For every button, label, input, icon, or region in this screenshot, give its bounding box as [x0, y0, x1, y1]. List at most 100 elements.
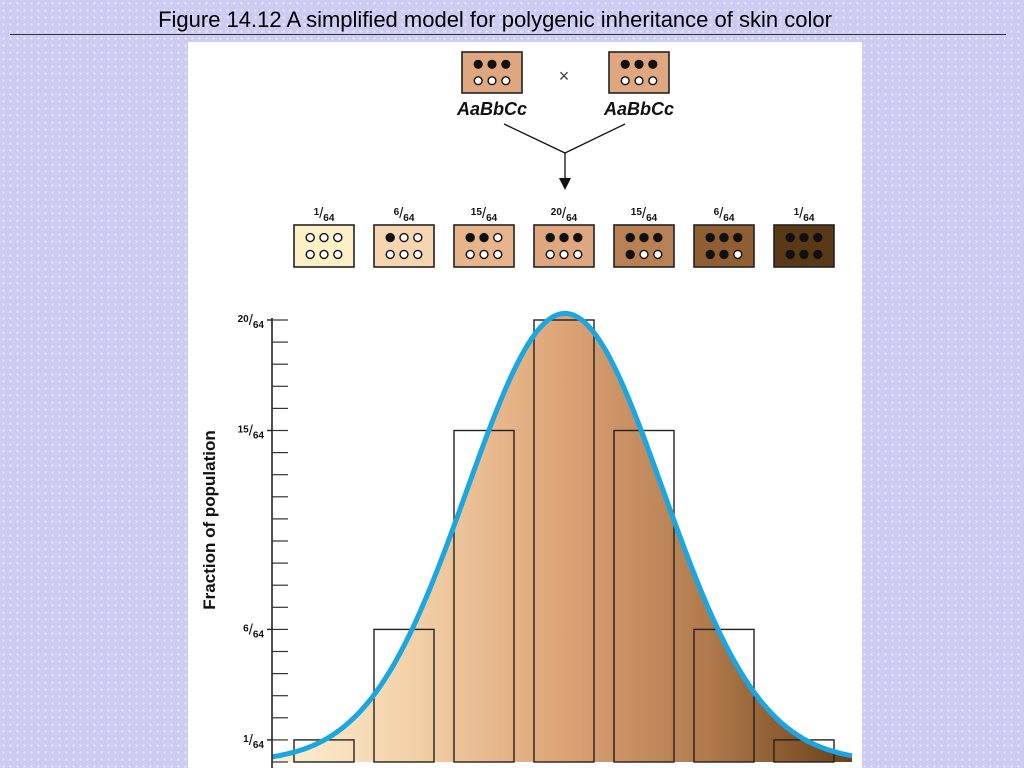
cross-lines	[503, 123, 626, 190]
dominant-allele-dot	[545, 232, 555, 243]
offspring-phenotype-box	[533, 224, 595, 268]
offspring-phenotype-box	[293, 224, 355, 268]
recessive-allele-dot	[653, 249, 663, 260]
y-tick-label: 6/64	[243, 621, 264, 640]
dominant-allele-dot	[813, 232, 823, 243]
dominant-allele-dot	[719, 249, 729, 260]
dominant-allele-dot	[799, 232, 809, 243]
recessive-allele-dot	[479, 249, 489, 260]
dominant-allele-dot	[634, 59, 644, 69]
recessive-allele-dot	[305, 249, 315, 260]
recessive-allele-dot	[639, 249, 649, 260]
dominant-allele-dot	[648, 59, 658, 69]
phenotype-swatch	[453, 224, 515, 268]
offspring-fraction-label: 20/64	[551, 205, 578, 224]
dominant-allele-dot	[487, 59, 497, 69]
recessive-allele-dot	[465, 249, 475, 260]
offspring-fraction-label: 6/64	[714, 205, 735, 224]
recessive-allele-dot	[648, 76, 658, 86]
offspring-fraction-label: 15/64	[471, 205, 498, 224]
y-tick-label: 1/64	[243, 732, 264, 751]
recessive-allele-dot	[493, 249, 503, 260]
dominant-allele-dot	[719, 232, 729, 243]
recessive-allele-dot	[319, 232, 329, 243]
slide-title: Figure 14.12 A simplified model for poly…	[158, 7, 832, 32]
recessive-allele-dot	[305, 232, 315, 243]
recessive-allele-dot	[413, 249, 423, 260]
dominant-allele-dot	[705, 249, 715, 260]
dominant-allele-dot	[473, 59, 483, 69]
offspring-fraction-label: 1/64	[794, 205, 815, 224]
dominant-allele-dot	[573, 232, 583, 243]
offspring-fraction-label: 1/64	[314, 205, 335, 224]
dominant-allele-dot	[785, 232, 795, 243]
dominant-allele-dot	[705, 232, 715, 243]
dominant-allele-dot	[559, 232, 569, 243]
recessive-allele-dot	[620, 76, 630, 86]
recessive-allele-dot	[399, 232, 409, 243]
dominant-allele-dot	[479, 232, 489, 243]
offspring-phenotype-box	[773, 224, 835, 268]
bar-2	[453, 429, 515, 763]
arrow-down-icon	[559, 178, 571, 190]
phenotype-swatch	[373, 224, 435, 268]
dominant-allele-dot	[465, 232, 475, 243]
phenotype-swatch	[608, 51, 670, 94]
dominant-allele-dot	[625, 249, 635, 260]
parent-1-box	[461, 51, 523, 94]
offspring-phenotype-box	[613, 224, 675, 268]
offspring-phenotype-box	[373, 224, 435, 268]
dominant-allele-dot	[653, 232, 663, 243]
title-underline	[10, 34, 1006, 35]
phenotype-swatch	[461, 51, 523, 94]
recessive-allele-dot	[501, 76, 511, 86]
bar-4	[613, 429, 675, 763]
recessive-allele-dot	[487, 76, 497, 86]
curve-area	[272, 313, 852, 762]
offspring-phenotypes: 1/64 6/64 15/64 20/64 15/64 6/64 1/64	[293, 205, 835, 268]
y-axis: 20/64 15/64 6/64 1/64	[238, 312, 288, 768]
recessive-allele-dot	[545, 249, 555, 260]
phenotype-swatch	[613, 224, 675, 268]
recessive-allele-dot	[634, 76, 644, 86]
parent-1-genotype: AaBbCc	[456, 99, 527, 119]
offspring-phenotype-box	[693, 224, 755, 268]
recessive-allele-dot	[733, 249, 743, 260]
dominant-allele-dot	[625, 232, 635, 243]
dominant-allele-dot	[785, 249, 795, 260]
dominant-allele-dot	[813, 249, 823, 260]
dominant-allele-dot	[639, 232, 649, 243]
recessive-allele-dot	[399, 249, 409, 260]
y-axis-label: Fraction of population	[200, 430, 219, 609]
offspring-fraction-label: 15/64	[631, 205, 658, 224]
recessive-allele-dot	[333, 232, 343, 243]
recessive-allele-dot	[333, 249, 343, 260]
phenotype-swatch	[293, 224, 355, 268]
dominant-allele-dot	[620, 59, 630, 69]
bar-3	[533, 319, 595, 763]
distribution-chart: 20/64 15/64 6/64 1/64 Fraction of populatio…	[200, 310, 853, 768]
recessive-allele-dot	[573, 249, 583, 260]
phenotype-swatch	[773, 224, 835, 268]
normal-curve	[271, 310, 853, 760]
phenotype-swatch	[693, 224, 755, 268]
cross-symbol: ×	[559, 66, 570, 86]
phenotype-swatch	[533, 224, 595, 268]
dominant-allele-dot	[733, 232, 743, 243]
recessive-allele-dot	[473, 76, 483, 86]
recessive-allele-dot	[319, 249, 329, 260]
parent-2-box	[608, 51, 670, 94]
y-tick-label: 20/64	[238, 312, 265, 331]
dominant-allele-dot	[501, 59, 511, 69]
parent-cross: AaBbCc AaBbCc	[456, 51, 674, 119]
figure-panel: AaBbCc AaBbCc × 1/64 6/64 15/64 20/64 15/64 6/…	[188, 42, 862, 768]
y-tick-label: 15/64	[238, 423, 265, 442]
offspring-fraction-label: 6/64	[394, 205, 415, 224]
offspring-phenotype-box	[453, 224, 515, 268]
recessive-allele-dot	[493, 232, 503, 243]
polygenic-figure: AaBbCc AaBbCc × 1/64 6/64 15/64 20/64 15/64 6/…	[200, 51, 853, 768]
dominant-allele-dot	[799, 249, 809, 260]
recessive-allele-dot	[559, 249, 569, 260]
parent-2-genotype: AaBbCc	[603, 99, 674, 119]
recessive-allele-dot	[413, 232, 423, 243]
